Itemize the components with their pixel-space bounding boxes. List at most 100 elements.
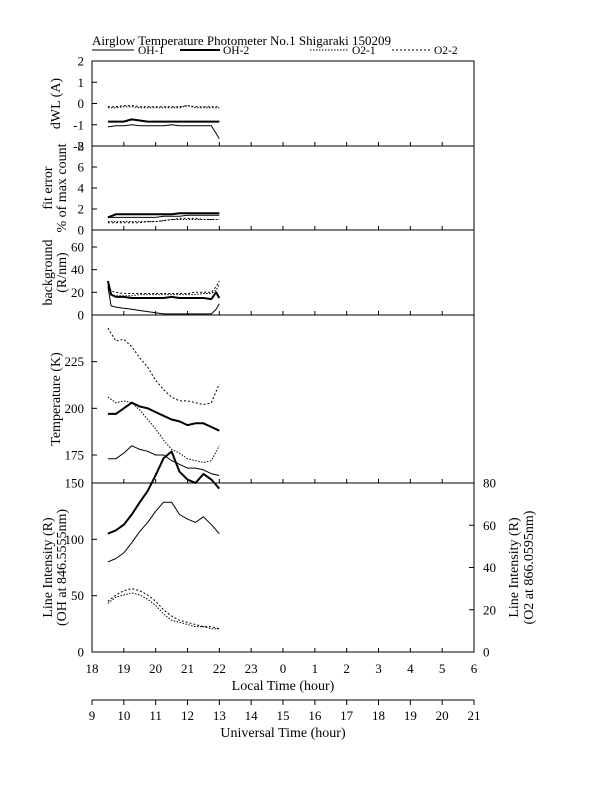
local-time-tick-label: 0: [280, 661, 287, 676]
series-o2-2-line: [107, 105, 220, 108]
local-time-tick-label: 4: [407, 661, 414, 676]
legend-label-o2-1: O2-1: [352, 45, 376, 57]
y-axis-label: Temperature (K): [49, 352, 64, 446]
y-axis-label: Line Intensity (R): [41, 517, 56, 618]
series-oh-2-line: [107, 401, 220, 432]
y-axis-label: fit error: [41, 166, 56, 209]
y-tick-label: 0: [78, 645, 85, 660]
local-time-tick-label: 2: [343, 661, 350, 676]
universal-time-tick-label: 17: [340, 708, 354, 723]
y-tick-label: 100: [65, 532, 85, 547]
universal-time-tick-label: 9: [89, 708, 96, 723]
local-time-tick-label: 19: [117, 661, 130, 676]
universal-time-tick-label: 10: [117, 708, 130, 723]
local-time-tick-label: 1: [312, 661, 319, 676]
y2-tick-label: 60: [483, 518, 496, 533]
y-tick-label: 50: [71, 588, 84, 603]
universal-time-tick-label: 12: [181, 708, 194, 723]
universal-time-tick-label: 14: [245, 708, 259, 723]
series-oh-2-line: [106, 280, 221, 301]
local-time-tick-label: 23: [245, 661, 258, 676]
panel-frame: [91, 314, 475, 484]
panel-frame: [91, 60, 475, 147]
y-tick-label: 200: [65, 401, 85, 416]
universal-time-tick-label: 20: [436, 708, 449, 723]
legend: OH-1 OH-2 O2-1 O2-2: [92, 45, 458, 57]
universal-time-tick-label: 21: [468, 708, 481, 723]
y-tick-label: 6: [78, 160, 85, 175]
y2-tick-label: 80: [483, 476, 496, 491]
panel-2: 8 6 4 2 0 fit error% of max count: [41, 139, 475, 238]
y-tick-label: 8: [78, 139, 85, 154]
y-tick-label: -1: [73, 117, 84, 132]
local-time-tick-label: 3: [375, 661, 382, 676]
universal-time-tick-label: 11: [149, 708, 162, 723]
y-axis-label: dWL (A): [49, 78, 64, 130]
y2-tick-label: 0: [483, 645, 490, 660]
series-o2-2-line: [107, 280, 220, 294]
y-axis-label: background: [41, 239, 56, 305]
figure-title: Airglow Temperature Photometer No.1 Shig…: [92, 33, 391, 48]
universal-time-tick-label: 13: [213, 708, 226, 723]
series-oh-1-line: [107, 214, 220, 218]
local-time-tick-label: 6: [471, 661, 478, 676]
universal-time-tick-label: 19: [404, 708, 417, 723]
y-tick-label: 2: [78, 54, 85, 69]
local-time-tick-label: 22: [213, 661, 226, 676]
y-tick-label: 20: [71, 285, 84, 300]
local-time-tick-label: 21: [181, 661, 194, 676]
panel-3: 60 40 20 0 background (R/nm): [41, 229, 475, 323]
y2-axis-label: (O2 at 866.0595nm): [522, 510, 537, 624]
y-tick-label: 4: [78, 181, 85, 196]
y-tick-label: -2: [73, 139, 84, 154]
universal-time-axis-label: Universal Time (hour): [220, 726, 346, 741]
series-oh-1-line: [107, 445, 220, 476]
series-oh-1-line: [107, 124, 220, 139]
universal-time-tick-label: 18: [372, 708, 385, 723]
y-tick-label: 175: [65, 448, 85, 463]
series-o2-1-line: [107, 219, 220, 223]
local-time-tick-label: 18: [86, 661, 99, 676]
y2-tick-label: 20: [483, 602, 496, 617]
series-oh-2-line: [107, 118, 220, 123]
panel-frame: [91, 229, 475, 316]
y-axis-label: % of max count: [55, 143, 70, 232]
panel-1: 2 1 0 -1 -2 dWL (A): [49, 54, 475, 154]
y-tick-label: 60: [71, 240, 84, 255]
series-o2-2-line: [107, 217, 220, 224]
y-tick-label: 0: [78, 96, 85, 111]
series-oh-2-line: [107, 450, 221, 535]
universal-time-tick-label: 16: [308, 708, 322, 723]
series-oh-1-line: [107, 501, 220, 563]
legend-label-oh-1: OH-1: [138, 45, 164, 57]
legend-label-o2-2: O2-2: [434, 45, 458, 57]
universal-time-tick-label: 15: [277, 708, 290, 723]
y-tick-label: 0: [78, 308, 85, 323]
y2-tick-label: 40: [483, 560, 496, 575]
y-tick-label: 150: [65, 476, 85, 491]
series-oh-1-line: [107, 286, 220, 315]
legend-label-oh-2: OH-2: [223, 45, 249, 57]
series-o2-2-line: [107, 327, 220, 406]
y-tick-label: 2: [78, 202, 85, 217]
local-time-tick-label: 20: [149, 661, 162, 676]
series-o2-1-line: [107, 284, 220, 297]
series-o2-1-line: [107, 396, 220, 463]
series-o2-1-line: [107, 592, 220, 630]
panel-frame: [91, 482, 475, 653]
series-oh-2-line: [107, 212, 220, 219]
y-axis-label: (R/nm): [55, 252, 70, 293]
y-tick-label: 40: [71, 262, 84, 277]
y2-axis-label: Line Intensity (R): [507, 517, 522, 618]
local-time-tick-label: 5: [439, 661, 446, 676]
series-o2-2-line: [107, 588, 220, 630]
y-tick-label: 0: [78, 223, 85, 238]
series-o2-1-line: [107, 105, 220, 109]
y-tick-label: 225: [65, 354, 85, 369]
local-time-axis-label: Local Time (hour): [232, 679, 335, 694]
